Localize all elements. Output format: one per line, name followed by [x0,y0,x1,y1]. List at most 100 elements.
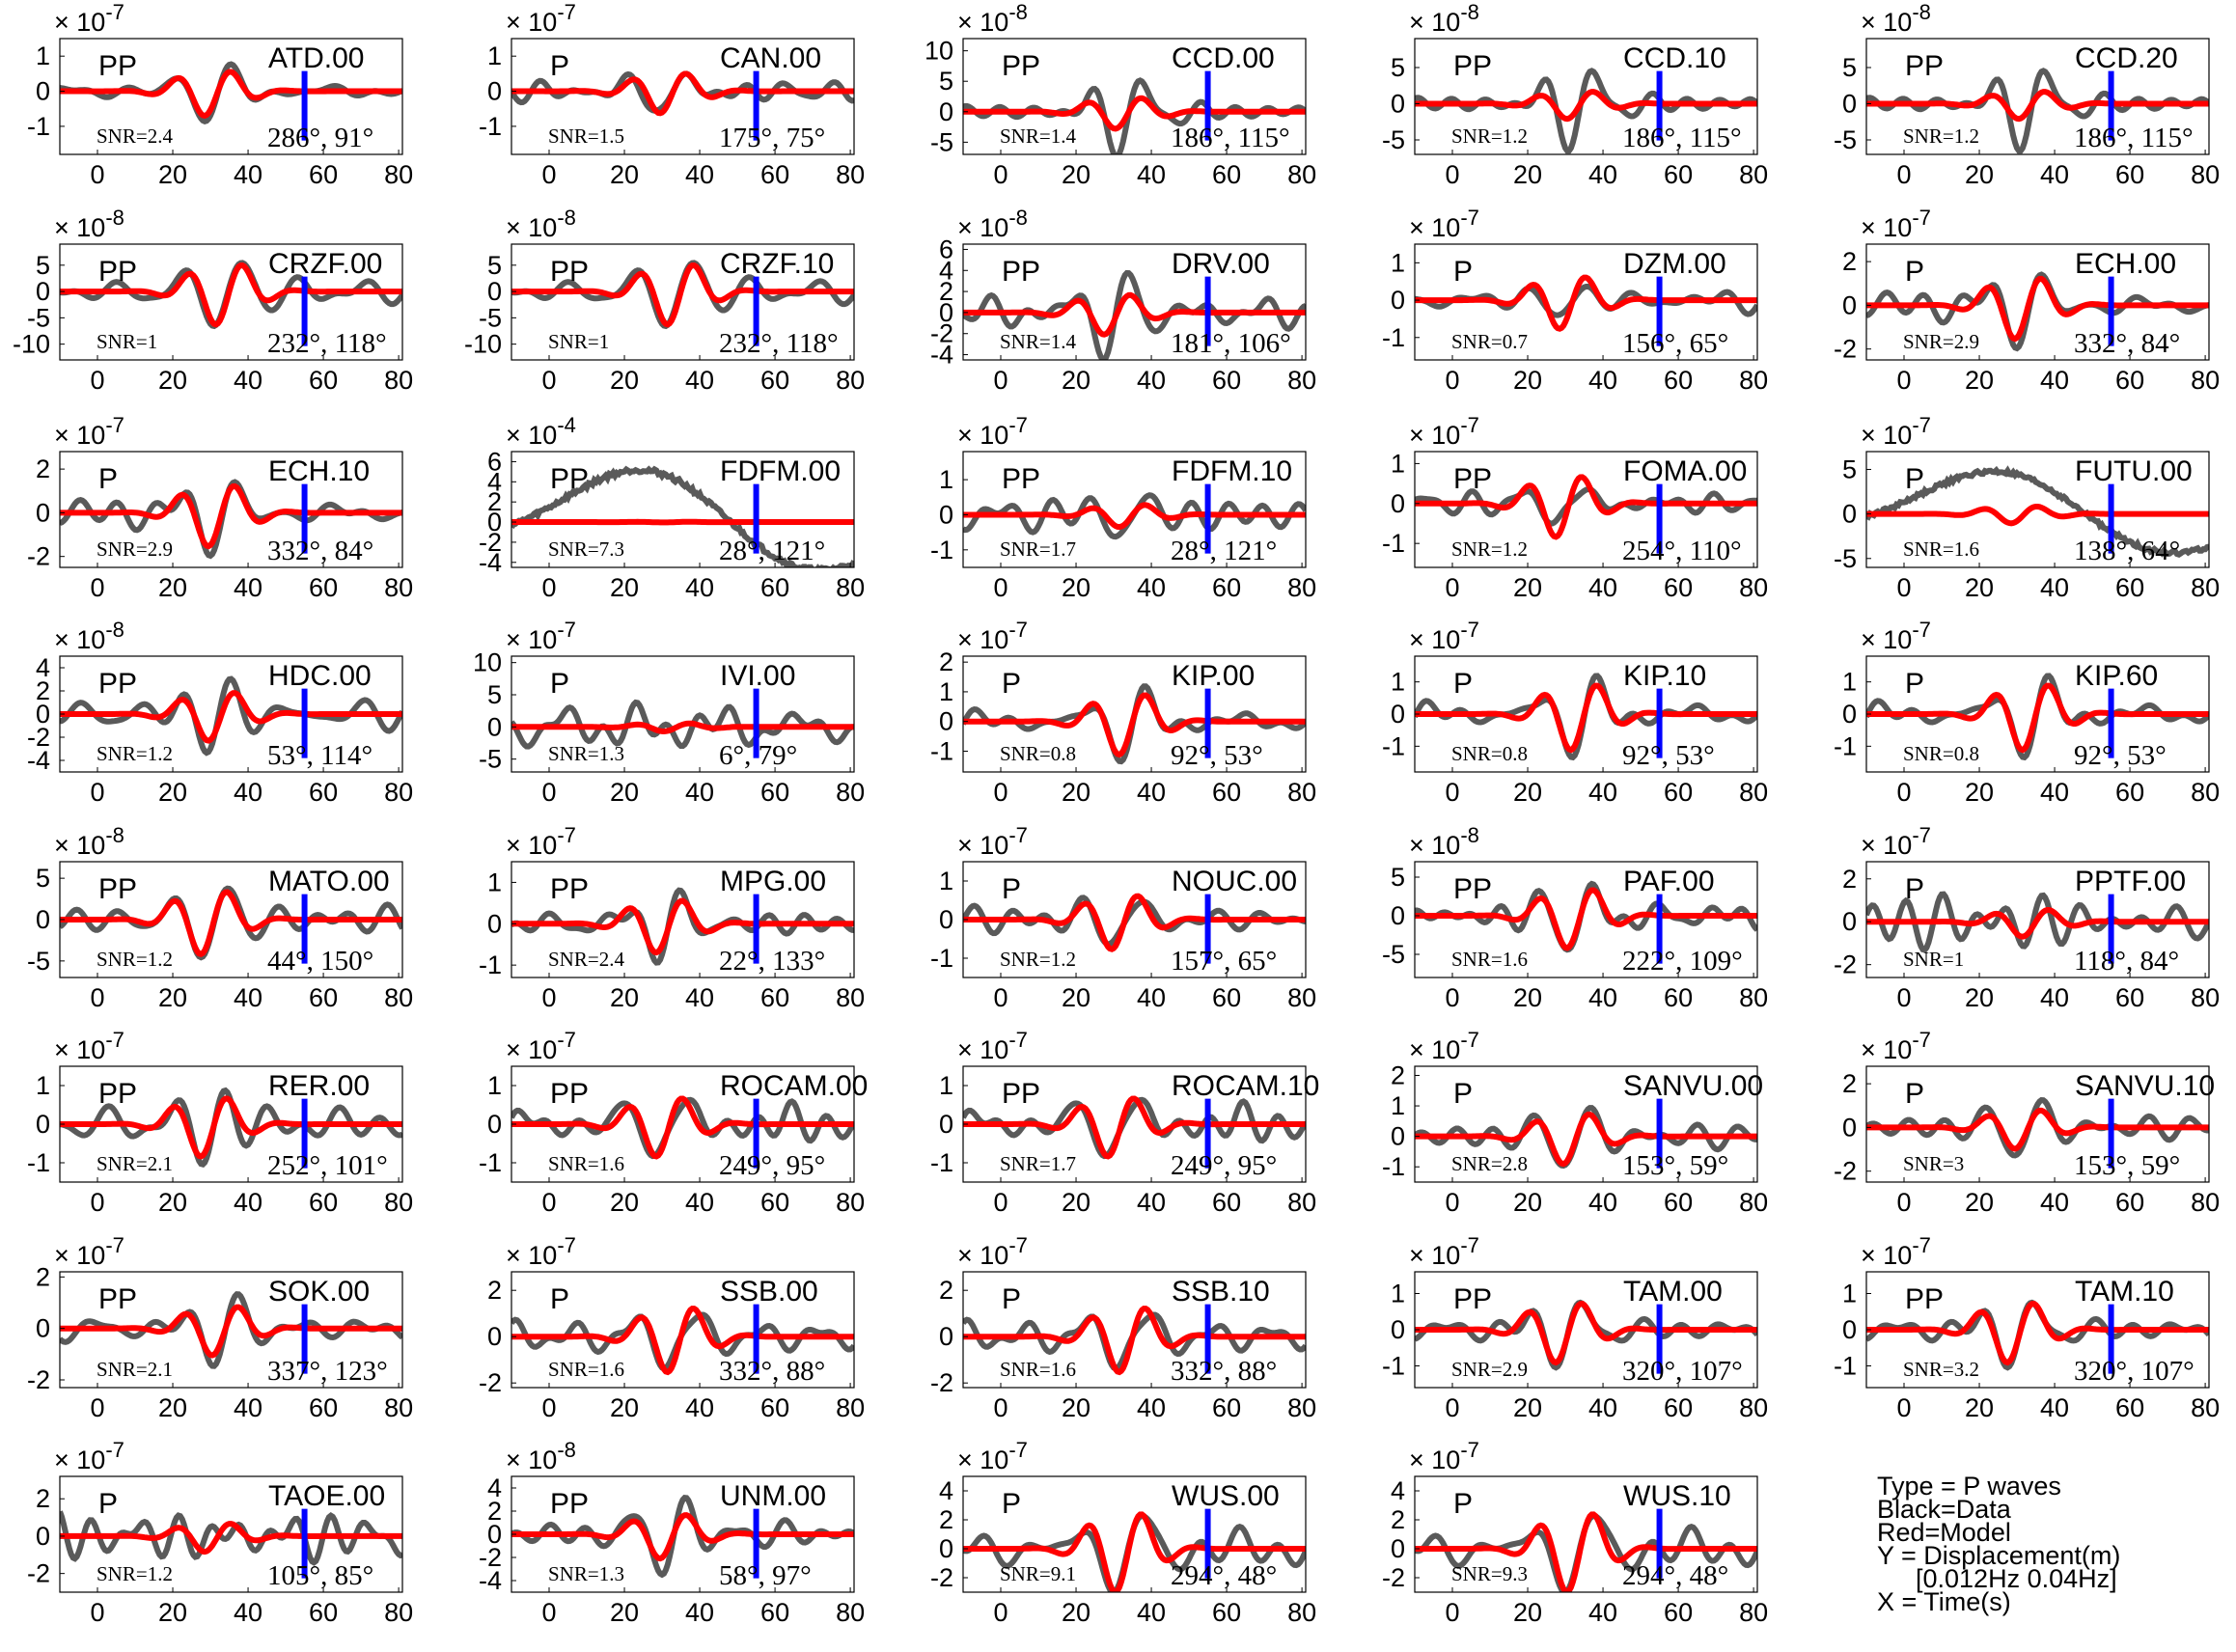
snr-label: SNR=2.9 [1903,330,1979,353]
angle-label: 156°, 65° [1622,328,1728,359]
x-tick-label: 60 [309,1188,338,1217]
phase-label: P [98,463,118,495]
station-label: TAM.00 [1623,1276,1723,1308]
x-tick-label: 60 [1212,573,1241,602]
x-tick-label: 20 [158,1598,187,1627]
model-trace [511,720,854,735]
y-tick-label: -1 [1382,323,1405,352]
station-label: MPG.00 [720,866,826,897]
panel-rocam-00: 0 20 40 60 80 -1 0 1× 10-7 PP ROCAM.00 SNR=1.6 249°… [479,1028,868,1217]
y-tick-label: -2 [930,1563,953,1592]
x-tick-label: 0 [1896,983,1911,1012]
x-tick-label: 60 [309,1393,338,1422]
y-exponent-label: × 10-8 [957,206,1028,242]
y-tick-label: -5 [1382,125,1405,154]
station-label: PAF.00 [1623,866,1715,897]
y-exponent-label: × 10-8 [1409,823,1479,860]
x-tick-label: 20 [610,1393,639,1422]
model-trace [60,690,402,744]
y-exponent-label: × 10-7 [506,618,576,654]
y-tick-label: 4 [1391,1476,1405,1505]
x-tick-label: 0 [1896,160,1911,189]
y-exponent-power: -7 [1912,413,1931,437]
model-trace [1866,504,2209,527]
data-trace [60,675,402,757]
angle-label: 294°, 48° [1622,1560,1728,1591]
axes-box [511,243,855,361]
model-trace [511,70,854,117]
x-tick-label: 20 [610,366,639,395]
model-trace [1415,887,1757,951]
y-tick-label: -5 [479,745,502,774]
model-trace [511,518,854,526]
data-trace [1866,1097,2209,1159]
station-label: DZM.00 [1623,248,1726,280]
y-tick-label: 5 [36,251,50,280]
x-tick-label: 20 [158,366,187,395]
station-label: KIP.00 [1172,660,1255,692]
x-tick-label: 40 [234,366,262,395]
snr-label: SNR=2.1 [97,1152,173,1175]
snr-label: SNR=1.2 [97,1562,173,1585]
station-label: FDFM.00 [720,455,841,487]
legend-band: [0.012Hz 0.04Hz] [1916,1564,2117,1593]
x-tick-label: 80 [384,1393,413,1422]
x-tick-label: 0 [541,778,556,807]
y-tick-label: -5 [1834,544,1857,573]
panel-atd-00: 0 20 40 60 80 -1 0 1× 10-7 PP ATD.00 SNR=2.4 286°, … [27,0,413,189]
x-tick-label: 80 [2191,573,2220,602]
snr-label: SNR=1.3 [548,742,624,765]
angle-label: 249°, 95° [719,1150,825,1181]
y-tick-label: -2 [1834,335,1857,364]
x-tick-label: 60 [309,1598,338,1627]
y-exponent-power: -7 [1460,413,1479,437]
y-tick-label: 2 [487,487,502,516]
x-tick-label: 20 [1062,366,1090,395]
station-label: CAN.00 [720,42,821,74]
legend-y: Y = Displacement(m) [1877,1541,2121,1570]
legend-data: Black=Data [1877,1495,2011,1524]
x-tick-label: 0 [1896,1188,1911,1217]
y-tick-label: 1 [939,465,953,494]
model-trace [1415,89,1757,123]
x-tick-label: 80 [836,1188,865,1217]
phase-label: PP [1453,463,1492,495]
x-tick-label: 80 [2191,778,2220,807]
snr-label: SNR=1.2 [1903,124,1979,148]
axes-box [59,1271,403,1389]
y-exponent-power: -7 [557,1233,576,1257]
y-tick-label: 1 [1842,1280,1857,1308]
snr-label: SNR=7.3 [548,537,624,561]
x-tick-label: 20 [158,983,187,1012]
axes-box [1414,243,1758,361]
x-tick-label: 0 [1896,1393,1911,1422]
y-exponent-label: × 10-7 [1409,1438,1479,1474]
station-label: WUS.10 [1623,1480,1731,1512]
y-exponent-label: × 10-8 [1409,0,1479,37]
x-tick-label: 80 [1739,1598,1768,1627]
y-exponent-power: -7 [1912,823,1931,847]
axes-box [59,1475,403,1593]
y-tick-label: -5 [27,947,50,976]
x-tick-label: 20 [610,573,639,602]
angle-label: 252°, 101° [267,1150,388,1181]
snr-label: SNR=0.7 [1451,330,1528,353]
x-tick-label: 40 [1137,1598,1166,1627]
y-tick-label: 0 [487,712,502,741]
data-trace [963,77,1306,154]
x-tick-label: 40 [685,1598,714,1627]
angle-label: 254°, 110° [1622,536,1742,566]
x-tick-label: 60 [2115,573,2144,602]
y-tick-label: -1 [930,536,953,564]
x-tick-label: 40 [1588,366,1617,395]
x-tick-label: 0 [1445,1188,1459,1217]
axes-box [1865,243,2210,361]
x-tick-label: 0 [90,778,104,807]
phase-label: PP [550,1488,589,1520]
angle-label: 320°, 107° [2074,1356,2195,1387]
snr-label: SNR=2.9 [97,537,173,561]
y-tick-label: 2 [1391,1060,1405,1089]
